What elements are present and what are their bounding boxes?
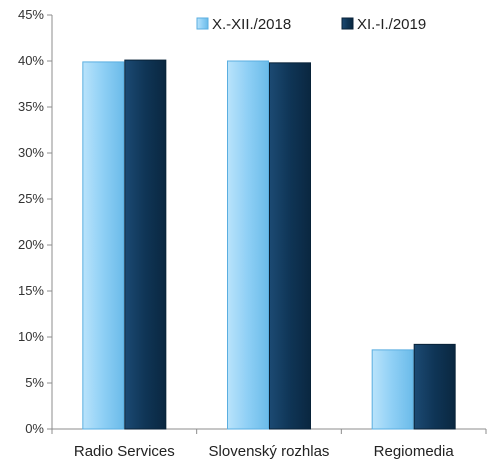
legend-swatch (341, 17, 354, 30)
legend: X.-XII./2018 XI.-I./2019 (196, 16, 426, 33)
y-tick-label: 15% (18, 283, 44, 298)
y-tick-label: 30% (18, 145, 44, 160)
legend-swatch (196, 17, 209, 30)
bar-series2-2 (413, 343, 456, 430)
y-tick-label: 35% (18, 99, 44, 114)
legend-label: X.-XII./2018 (212, 16, 291, 33)
bars (82, 59, 456, 430)
y-axis-ticks: 0% 5% 10% 15% 20% 25% 30% 35% 40% 45% (18, 7, 52, 436)
bar-series1-0 (82, 61, 125, 430)
y-tick-label: 0% (25, 421, 44, 436)
legend-label: XI.-I./2019 (357, 16, 426, 33)
x-category-label: Regiomedia (374, 443, 455, 460)
y-tick-label: 10% (18, 329, 44, 344)
y-tick-label: 40% (18, 53, 44, 68)
y-tick-label: 20% (18, 237, 44, 252)
x-category-label: Radio Services (74, 443, 175, 460)
y-tick-label: 25% (18, 191, 44, 206)
bar-series2-0 (124, 59, 167, 430)
bar-series2-1 (269, 62, 311, 430)
x-category-label: Slovenský rozhlas (209, 443, 330, 460)
x-axis-labels: Radio Services Slovenský rozhlas Regiomedi… (51, 429, 487, 460)
bar-series1-2 (371, 349, 414, 430)
y-tick-label: 5% (25, 375, 44, 390)
y-tick-label: 45% (18, 7, 44, 22)
bar-series1-1 (227, 60, 269, 430)
